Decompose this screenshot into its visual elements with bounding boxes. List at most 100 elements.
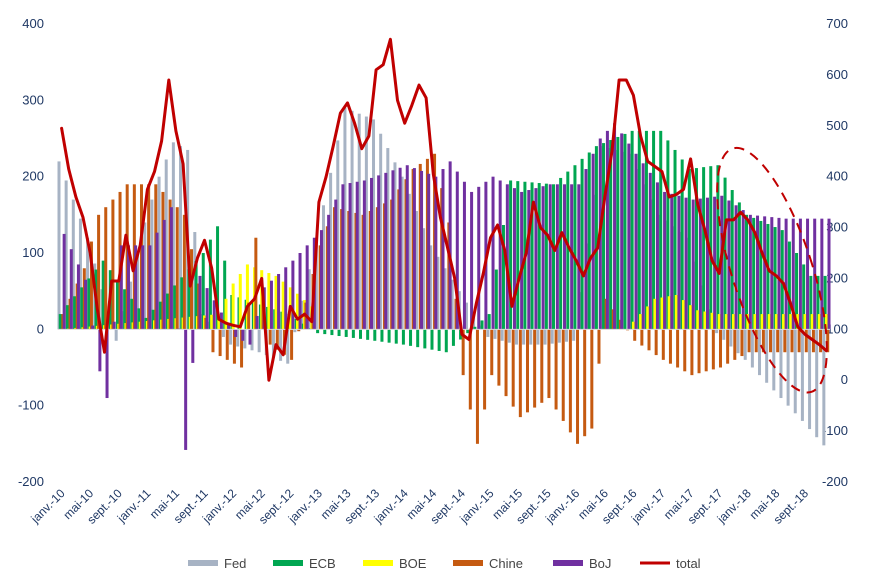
bar-chine <box>497 329 501 386</box>
bar-fed <box>350 110 354 330</box>
bar-boe <box>724 314 728 330</box>
bar-ecb <box>544 183 548 330</box>
bar-chine <box>668 329 672 364</box>
bar-boj <box>634 153 638 330</box>
bar-ecb <box>759 220 763 330</box>
bar-chine <box>633 329 637 341</box>
bar-ecb <box>201 253 205 330</box>
bar-ecb <box>416 329 420 348</box>
y-tick-label: 0 <box>37 321 44 336</box>
bar-fed <box>336 140 340 330</box>
bar-chine <box>175 207 179 330</box>
bar-fed <box>357 113 361 330</box>
bar-ecb <box>194 261 198 330</box>
bar-ecb <box>387 329 391 343</box>
bar-chine <box>754 329 758 353</box>
bar-boe <box>231 283 235 330</box>
bar-boe <box>796 314 800 330</box>
bar-ecb <box>652 130 656 330</box>
bar-fed <box>393 162 397 330</box>
y2-tick-label: -200 <box>822 474 848 489</box>
bar-chine <box>597 329 601 364</box>
bar-boj <box>691 199 695 330</box>
bar-ecb <box>151 309 155 330</box>
bar-boe <box>217 314 221 330</box>
bar-boj <box>470 191 474 330</box>
y-tick-label: -200 <box>18 474 44 489</box>
bar-ecb <box>609 140 613 330</box>
y2-tick-label: 300 <box>826 220 848 235</box>
bar-boj <box>255 315 259 330</box>
bar-ecb <box>487 314 491 330</box>
bar-boe <box>774 314 778 330</box>
y2-tick-label: 0 <box>841 372 848 387</box>
bar-ecb <box>559 177 563 330</box>
bar-ecb <box>680 159 684 330</box>
bar-chine <box>468 329 472 410</box>
bar-boj <box>748 214 752 330</box>
bar-boj <box>398 167 402 330</box>
bar-boj <box>141 245 145 330</box>
bar-chine <box>676 329 680 368</box>
y-tick-label: 100 <box>22 245 44 260</box>
bar-ecb <box>180 277 184 330</box>
bar-boj <box>584 169 588 330</box>
bar-ecb <box>816 275 820 330</box>
bar-fed <box>765 329 769 383</box>
bar-boj <box>627 143 631 330</box>
bar-chine <box>797 329 801 353</box>
bar-ecb <box>737 202 741 330</box>
bar-boj <box>491 176 495 330</box>
bar-fed <box>486 329 490 337</box>
bar-boj <box>212 300 216 330</box>
bar-fed <box>386 148 390 330</box>
left-axis: -200 -100 0 100 200 300 400 <box>18 16 44 489</box>
y-tick-label: 400 <box>22 16 44 31</box>
bar-boj <box>684 197 688 330</box>
bar-fed <box>150 199 154 330</box>
legend-label-fed: Fed <box>224 556 246 571</box>
bar-boj <box>148 245 152 330</box>
bar-fed <box>808 329 812 430</box>
bar-chine <box>225 329 229 360</box>
bar-chine <box>576 329 580 444</box>
bar-boj <box>806 218 810 330</box>
bar-fed <box>64 180 68 330</box>
bar-boj <box>327 214 331 330</box>
bar-fed <box>293 329 297 333</box>
bar-ecb <box>630 130 634 330</box>
y2-tick-label: 600 <box>826 67 848 82</box>
bar-boj <box>341 184 345 330</box>
bar-fed <box>157 176 161 330</box>
bar-boe <box>739 314 743 330</box>
bar-ecb <box>115 279 119 330</box>
bar-chine <box>826 329 830 353</box>
y2-tick-label: 200 <box>826 270 848 285</box>
bar-boj <box>477 186 481 330</box>
bar-chine <box>533 329 537 408</box>
bar-fed <box>236 329 240 347</box>
bar-fed <box>436 256 440 330</box>
bar-fed <box>550 329 554 344</box>
y-tick-label: 200 <box>22 169 44 184</box>
y2-tick-label: 100 <box>826 321 848 336</box>
bar-boj <box>69 249 73 330</box>
bar-boj <box>134 245 138 330</box>
bar-chine <box>726 329 730 364</box>
bar-ecb <box>130 298 134 330</box>
bar-boj <box>641 163 645 330</box>
bar-chine <box>640 329 644 346</box>
bar-ecb <box>773 227 777 330</box>
bar-fed <box>143 222 147 330</box>
bar-boe <box>674 294 678 330</box>
legend: Fed ECB BOE Chine BoJ total <box>188 556 701 571</box>
bar-ecb <box>566 171 570 330</box>
bar-boe <box>667 296 671 330</box>
bar-boj <box>563 184 567 330</box>
legend-swatch-chine <box>453 560 483 566</box>
bar-chine <box>661 329 665 360</box>
bar-ecb <box>809 275 813 330</box>
bar-ecb <box>494 269 498 330</box>
legend-swatch-boj <box>553 560 583 566</box>
bar-chine <box>769 329 773 353</box>
